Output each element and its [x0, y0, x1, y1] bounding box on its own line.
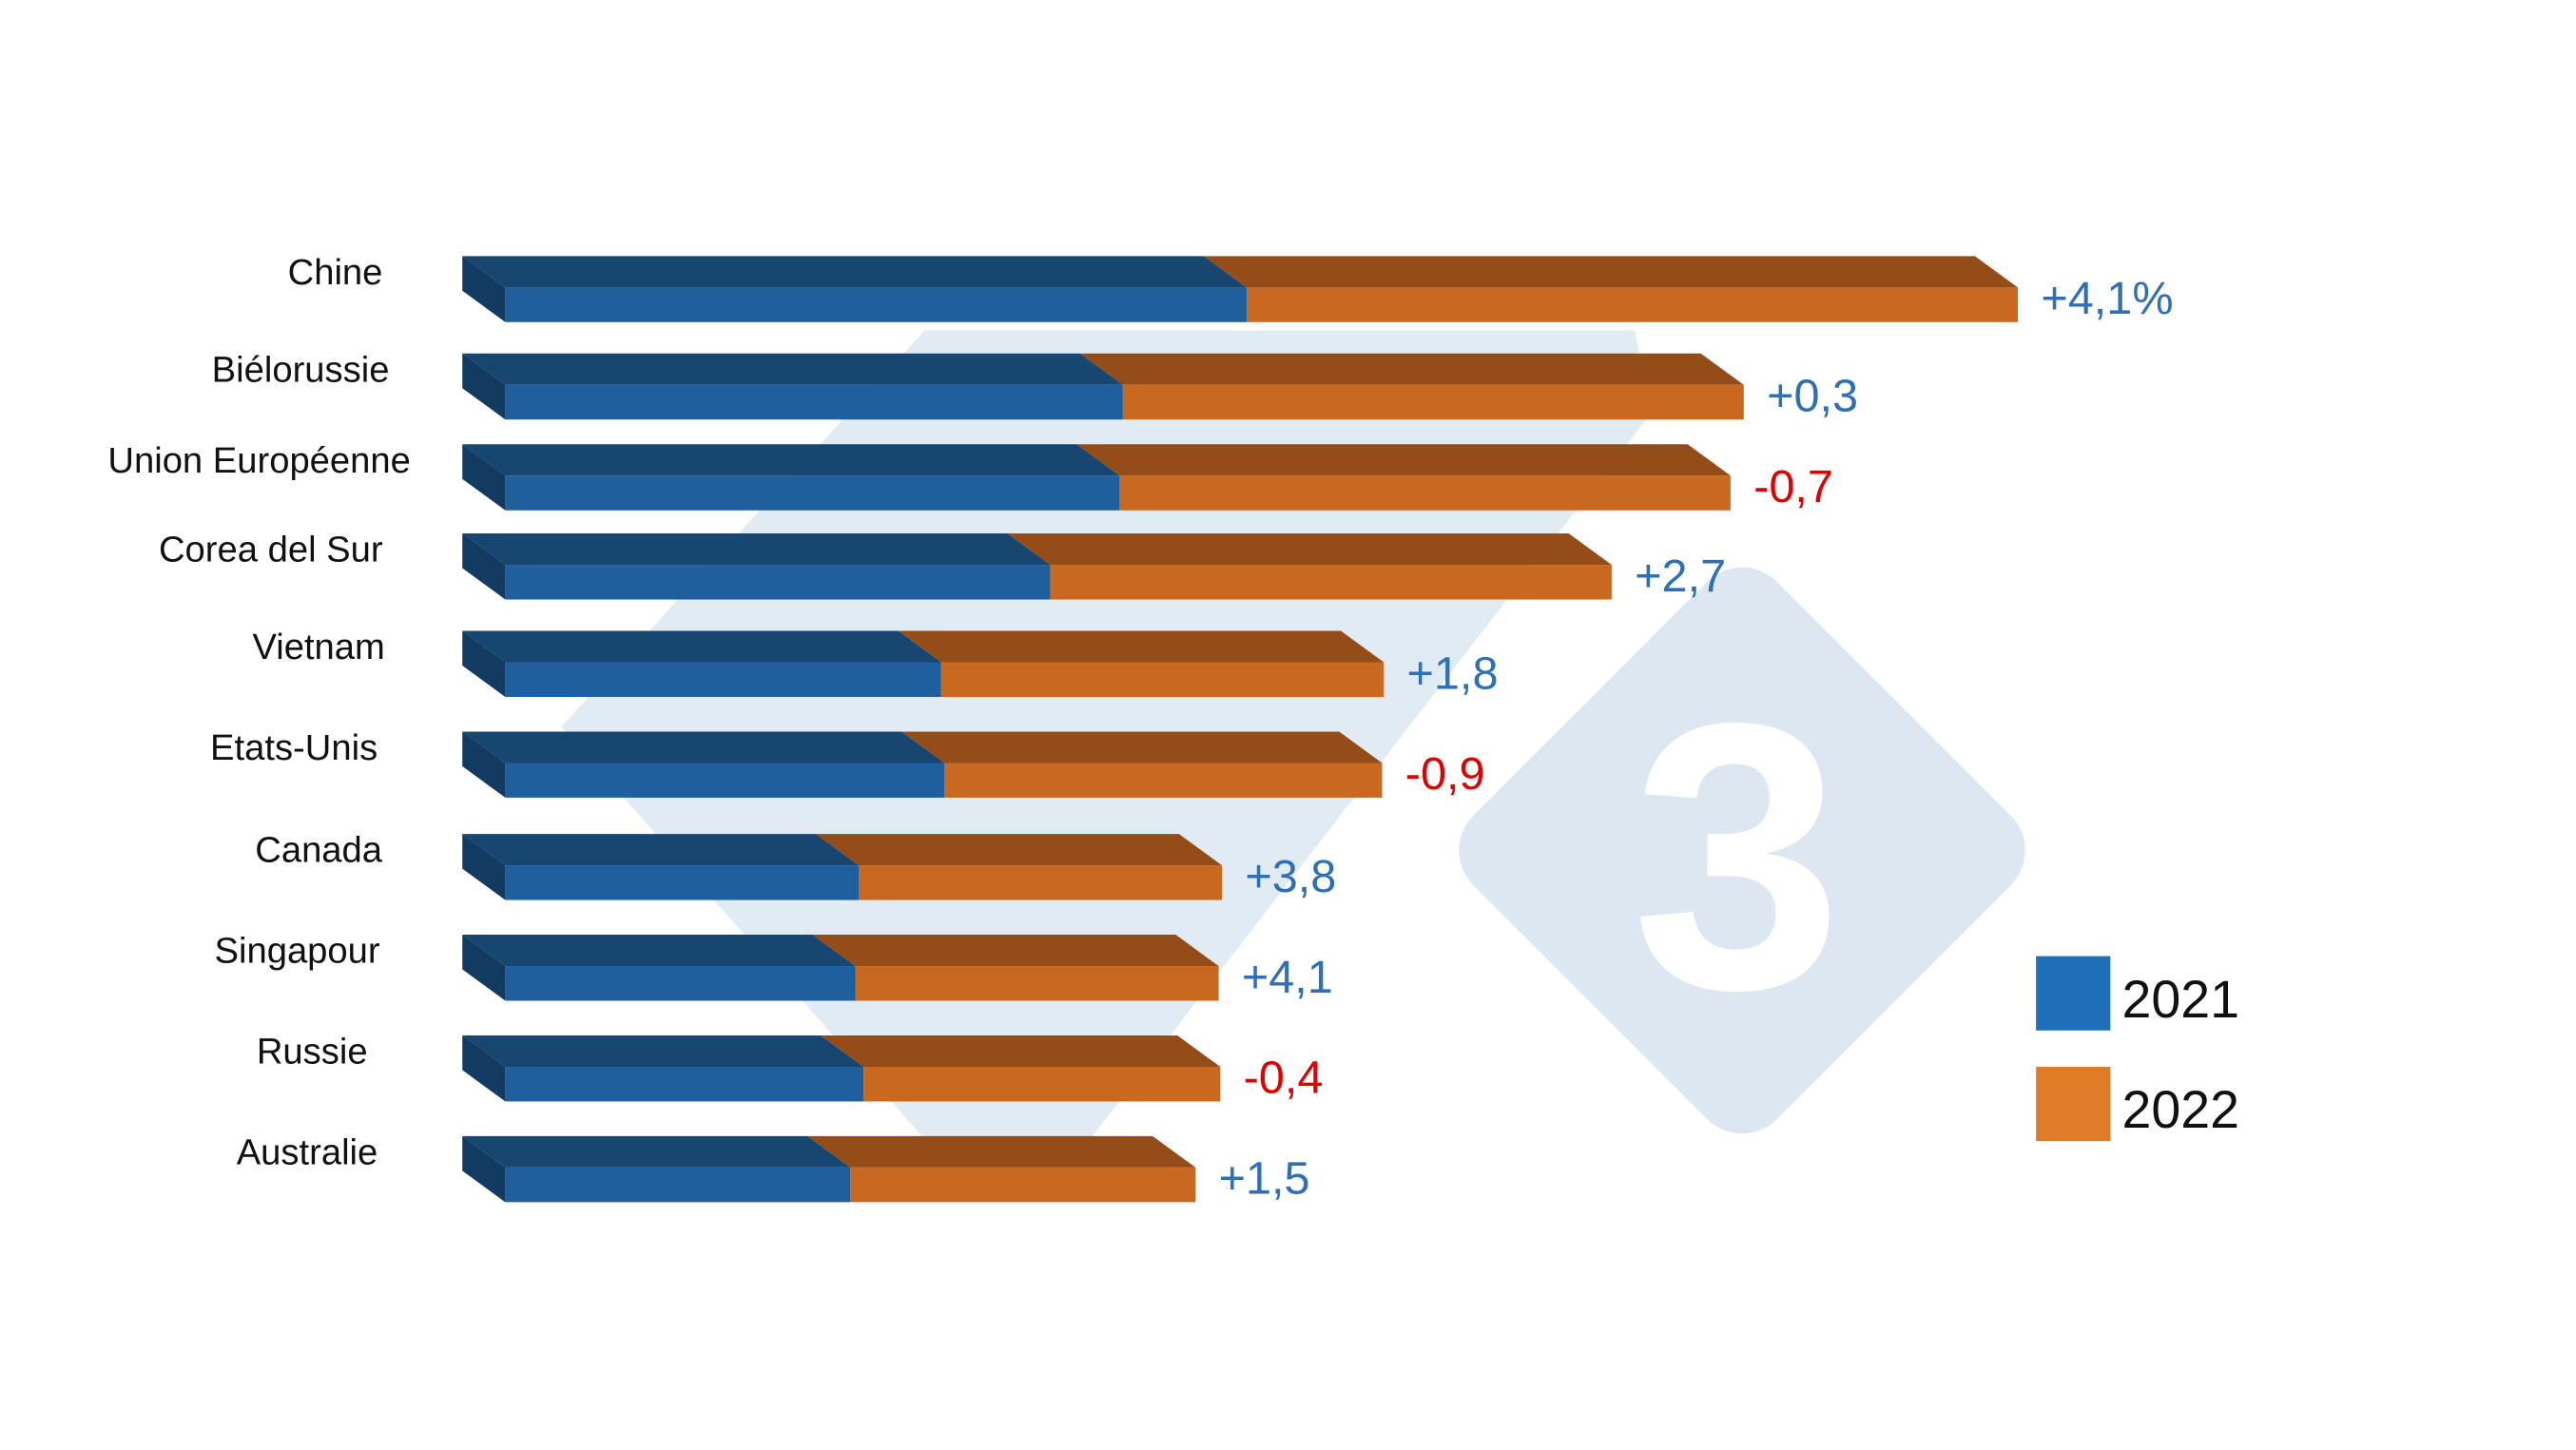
bar-row: Chine +4,1% — [288, 252, 2174, 324]
bar-top-2022 — [901, 731, 1383, 764]
bar-segment-2022 — [940, 662, 1385, 697]
bar-side-face — [462, 731, 506, 798]
category-label: Union Européenne — [107, 440, 410, 481]
category-label: Chine — [288, 252, 383, 293]
category-label: Etats-Unis — [210, 727, 378, 768]
bar-row: Biélorussie +0,3 — [212, 349, 1858, 421]
bar-top-2021 — [462, 935, 856, 967]
bar-side-face — [462, 533, 506, 600]
legend: 2021 2022 — [2036, 956, 2239, 1142]
bar-top-2021 — [462, 353, 1123, 385]
bar-row: Etats-Unis -0,9 — [210, 727, 1485, 800]
bar-side-face — [462, 353, 506, 420]
bar-segment-2021 — [505, 1066, 864, 1102]
bar-row: Union Européenne -0,7 — [107, 440, 1833, 512]
bar-top-2022 — [807, 1135, 1196, 1168]
bar-row: Vietnam +1,8 — [252, 627, 1498, 699]
bar-segment-2022 — [1247, 287, 2019, 322]
bar-segment-2022 — [855, 966, 1219, 1001]
bar-segment-2022 — [1122, 384, 1744, 420]
category-label: Biélorussie — [212, 349, 390, 390]
change-label: -0,4 — [1244, 1053, 1324, 1104]
bar-side-face — [462, 834, 506, 900]
legend-swatch-2021 — [2036, 956, 2111, 1031]
change-label: +3,8 — [1245, 851, 1336, 902]
bar-row: Russie -0,4 — [257, 1031, 1324, 1103]
watermark-text: 3 — [1632, 644, 1843, 1069]
change-label: +4,1 — [1242, 952, 1333, 1003]
bar-top-2022 — [1079, 353, 1744, 385]
bar-side-face — [462, 935, 506, 1001]
change-label: -0,7 — [1753, 461, 1833, 512]
bar-row: Canada +3,8 — [255, 830, 1336, 902]
bar-row: Corea del Sur +2,7 — [159, 530, 1726, 602]
bar-side-face — [462, 444, 506, 511]
category-label: Singapour — [215, 931, 380, 972]
bar-side-face — [462, 256, 506, 322]
category-label: Vietnam — [252, 627, 384, 667]
bar-side-face — [462, 630, 506, 697]
change-label: -0,9 — [1405, 748, 1485, 800]
change-label: +0,3 — [1767, 371, 1858, 422]
bar-top-2022 — [1203, 256, 2019, 288]
bar-segment-2021 — [505, 662, 941, 697]
bar-top-2021 — [462, 1135, 851, 1168]
bar-row: Singapour +4,1 — [215, 931, 1333, 1003]
bar-segment-2021 — [505, 565, 1051, 600]
bar-segment-2022 — [1050, 565, 1612, 600]
legend-swatch-2022 — [2036, 1066, 2111, 1142]
bar-segment-2021 — [505, 475, 1120, 511]
bar-top-2021 — [462, 444, 1120, 476]
bar-segment-2021 — [505, 287, 1248, 322]
change-label: +4,1% — [2041, 273, 2173, 324]
bar-segment-2022 — [944, 763, 1383, 798]
bar-segment-2021 — [505, 763, 945, 798]
bar-top-2021 — [462, 256, 1248, 288]
bar-segment-2021 — [505, 384, 1123, 420]
legend-label-2022: 2022 — [2121, 1080, 2239, 1139]
bar-side-face — [462, 1034, 506, 1102]
bar-top-2022 — [812, 935, 1219, 967]
bar-side-face — [462, 1135, 506, 1203]
bar-top-2022 — [821, 1034, 1221, 1067]
bar-top-2021 — [462, 1034, 864, 1067]
bar-top-2021 — [462, 533, 1051, 566]
bar-segment-2021 — [505, 966, 856, 1001]
bar-segment-2022 — [850, 1167, 1196, 1203]
bar-top-2022 — [815, 834, 1223, 866]
bar-row: Australie +1,5 — [237, 1131, 1310, 1204]
bar-segment-2022 — [863, 1066, 1221, 1102]
bar-top-2021 — [462, 834, 859, 866]
bar-segment-2021 — [505, 1167, 851, 1203]
category-label: Corea del Sur — [159, 530, 383, 570]
bar-segment-2022 — [1119, 475, 1731, 511]
bar-top-2021 — [462, 630, 941, 663]
bar-segment-2021 — [505, 865, 859, 900]
change-label: +2,7 — [1635, 551, 1726, 602]
category-label: Canada — [255, 830, 383, 871]
bar-top-2022 — [898, 630, 1385, 663]
legend-label-2021: 2021 — [2121, 970, 2239, 1029]
bar-top-2021 — [462, 731, 945, 764]
change-label: +1,8 — [1407, 648, 1499, 699]
bar-top-2022 — [1076, 444, 1731, 476]
bar-top-2022 — [1007, 533, 1612, 566]
bar-segment-2022 — [859, 865, 1223, 900]
category-label: Australie — [237, 1131, 378, 1172]
category-label: Russie — [257, 1031, 368, 1072]
change-label: +1,5 — [1219, 1153, 1310, 1205]
